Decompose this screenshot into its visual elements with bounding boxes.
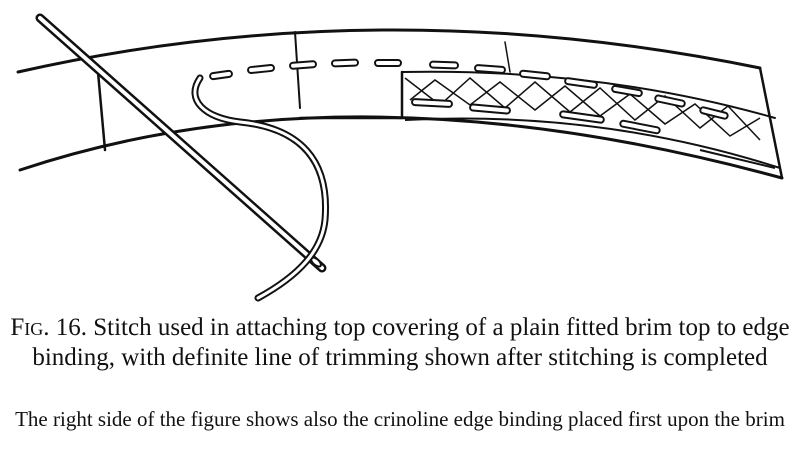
running-stitches bbox=[209, 58, 729, 135]
figure-caption: Fig. 16. Stitch used in attaching top co… bbox=[10, 313, 790, 373]
crinoline-edge-binding bbox=[404, 77, 781, 169]
thread bbox=[191, 74, 330, 302]
needle-icon bbox=[35, 13, 327, 273]
brim-right-end bbox=[758, 66, 784, 180]
figure-caption-text: Stitch used in attaching top covering of… bbox=[32, 314, 790, 371]
fold-left-edge bbox=[96, 70, 107, 152]
hat-brim-illustration bbox=[16, 13, 784, 302]
binding-edge bbox=[298, 70, 404, 120]
figure-label: Fig. 16. bbox=[10, 314, 88, 341]
figure-note: The right side of the figure shows also … bbox=[15, 407, 785, 431]
brim-outer-edge bbox=[16, 28, 762, 74]
brim-inner-edge bbox=[18, 115, 784, 180]
fold-crease bbox=[294, 31, 301, 109]
